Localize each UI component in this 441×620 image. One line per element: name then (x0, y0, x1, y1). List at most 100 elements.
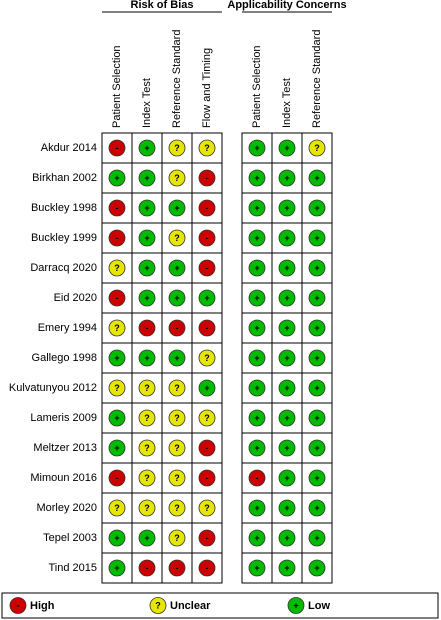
judgment-circle (278, 259, 296, 277)
judgment-circle (248, 499, 266, 517)
judgment-symbol: ? (174, 473, 180, 483)
judgment-symbol: ? (114, 323, 120, 333)
judgment-symbol: + (144, 293, 149, 303)
judgment-symbol: + (204, 383, 209, 393)
judgment-circle (168, 169, 186, 187)
judgment-symbol: + (254, 563, 259, 573)
study-name: Buckley 1999 (31, 232, 97, 244)
judgment-symbol: - (206, 173, 209, 183)
judgment-circle (138, 289, 156, 307)
judgment-circle (308, 409, 326, 427)
judgment-symbol: + (174, 353, 179, 363)
judgment-symbol: + (144, 353, 149, 363)
judgment-symbol: + (114, 563, 119, 573)
study-name: Tepel 2003 (43, 532, 97, 544)
judgment-symbol: + (114, 353, 119, 363)
judgment-symbol: + (114, 413, 119, 423)
grid-box (241, 132, 333, 584)
judgment-circle (138, 349, 156, 367)
judgment-symbol: ? (114, 503, 120, 513)
judgment-symbol: + (174, 263, 179, 273)
judgment-symbol: ? (144, 443, 150, 453)
judgment-circle (108, 469, 126, 487)
judgment-circle (278, 229, 296, 247)
judgment-symbol: + (144, 263, 149, 273)
legend-label: High (30, 600, 55, 612)
judgment-symbol: + (254, 353, 259, 363)
judgment-circle (308, 379, 326, 397)
judgment-symbol: ? (174, 383, 180, 393)
judgment-symbol: + (254, 383, 259, 393)
judgment-circle (278, 169, 296, 187)
judgment-symbol: - (206, 563, 209, 573)
study-name: Emery 1994 (38, 322, 97, 334)
judgment-circle (198, 529, 216, 547)
judgment-circle (138, 259, 156, 277)
judgment-symbol: - (116, 473, 119, 483)
judgment-symbol: + (254, 503, 259, 513)
judgment-circle (168, 139, 186, 157)
study-name: Eid 2020 (54, 292, 97, 304)
group-title: Risk of Bias (131, 0, 194, 11)
judgment-circle (248, 349, 266, 367)
judgment-circle (108, 379, 126, 397)
judgment-circle (108, 409, 126, 427)
judgment-symbol: + (114, 533, 119, 543)
judgment-symbol: ? (174, 233, 180, 243)
judgment-circle (248, 289, 266, 307)
column-label: Index Test (141, 78, 153, 128)
judgment-symbol: + (254, 533, 259, 543)
judgment-symbol: ? (314, 143, 320, 153)
judgment-symbol: + (254, 443, 259, 453)
judgment-symbol: + (254, 143, 259, 153)
judgment-circle (138, 229, 156, 247)
judgment-symbol: + (254, 323, 259, 333)
study-name: Kulvatunyou 2012 (9, 382, 97, 394)
judgment-circle (248, 409, 266, 427)
judgment-circle (308, 199, 326, 217)
judgment-circle (108, 529, 126, 547)
judgment-circle (198, 409, 216, 427)
judgment-symbol: - (206, 323, 209, 333)
study-name: Birkhan 2002 (32, 172, 97, 184)
judgment-symbol: + (314, 263, 319, 273)
judgment-circle (308, 529, 326, 547)
judgment-circle (108, 199, 126, 217)
judgment-symbol: + (144, 533, 149, 543)
judgment-circle (138, 409, 156, 427)
judgment-circle (248, 559, 266, 577)
judgment-symbol: + (314, 503, 319, 513)
judgment-circle (278, 529, 296, 547)
group-title: Applicability Concerns (227, 0, 346, 11)
judgment-circle (138, 199, 156, 217)
judgment-symbol: + (174, 293, 179, 303)
judgment-circle (278, 499, 296, 517)
judgment-circle (248, 439, 266, 457)
judgment-circle (168, 379, 186, 397)
judgment-symbol: ? (144, 503, 150, 513)
judgment-circle (138, 559, 156, 577)
study-name: Darracq 2020 (30, 262, 97, 274)
judgment-circle (198, 289, 216, 307)
judgment-circle (198, 139, 216, 157)
judgment-symbol: + (314, 383, 319, 393)
judgment-symbol: + (254, 173, 259, 183)
judgment-circle (108, 559, 126, 577)
judgment-symbol: + (293, 600, 298, 610)
judgment-symbol: + (314, 413, 319, 423)
legend-box (1, 592, 439, 619)
judgment-symbol: - (206, 533, 209, 543)
judgment-circle (308, 139, 326, 157)
judgment-circle (248, 199, 266, 217)
judgment-circle (198, 439, 216, 457)
judgment-symbol: + (284, 293, 289, 303)
judgment-symbol: + (314, 233, 319, 243)
judgment-circle (198, 199, 216, 217)
judgment-symbol: - (206, 203, 209, 213)
judgment-symbol: + (144, 173, 149, 183)
judgment-symbol: - (206, 233, 209, 243)
study-name: Morley 2020 (36, 502, 97, 514)
judgment-symbol: + (114, 173, 119, 183)
judgment-circle (168, 259, 186, 277)
